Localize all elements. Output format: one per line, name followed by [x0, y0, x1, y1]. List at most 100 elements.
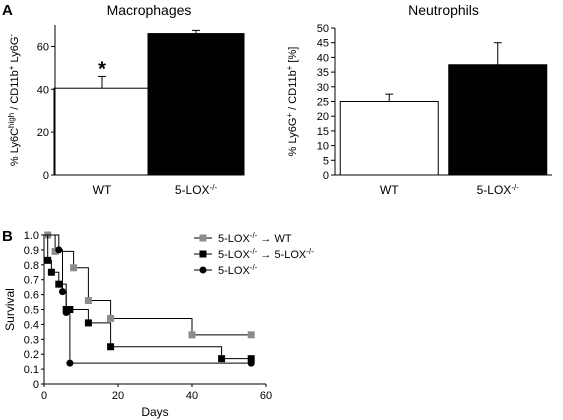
x-tick-label: 60	[260, 390, 272, 402]
legend-entry-part: -/-	[250, 263, 258, 272]
legend-entry-part: 5-LOX	[218, 233, 250, 245]
legend-entry: 5-LOX-/- → WT	[218, 231, 292, 246]
y-tick-label: 5	[323, 155, 329, 167]
y-tick-label: 0.6	[24, 290, 39, 302]
legend-marker	[199, 266, 207, 274]
bar-5-lox	[147, 33, 245, 176]
legend-entry-part: → WT	[257, 233, 291, 245]
neutrophils-bar-chart: Neutrophils% Ly6G+ / CD11b+ [%]WT 5-LOX-/…	[285, 2, 552, 198]
series-point-2	[59, 288, 66, 296]
y-tick-label: 35	[317, 67, 329, 79]
category-label: 5-LOX-/-	[477, 183, 520, 198]
series-point-2	[55, 246, 63, 254]
bar-wt	[339, 101, 439, 176]
legend-entry-part: -/-	[250, 247, 258, 256]
y-tick-label: 0.2	[24, 349, 39, 361]
legend-marker	[199, 234, 207, 242]
y-tick-label: 0.9	[24, 245, 39, 257]
category-label-text: WT	[93, 183, 112, 197]
series-point-1	[44, 256, 52, 264]
y-tick-label: 45	[317, 38, 329, 50]
y-tick-label: 50	[317, 23, 329, 35]
series-point-1	[84, 319, 92, 327]
series-point-2	[66, 359, 74, 367]
panel-a-letter: A	[2, 2, 13, 19]
y-axis-label: % Ly6G+ / CD11b+ [%]	[285, 47, 300, 157]
y-tick-label: 60	[37, 41, 49, 53]
y-tick-label: 1.0	[24, 230, 39, 242]
y-axis-label-part: high	[7, 113, 16, 128]
y-tick-label: 0.3	[24, 334, 39, 346]
series-point-1	[47, 268, 55, 276]
category-label-text: 5-LOX	[175, 183, 210, 197]
y-axis-label-part: [%]	[287, 47, 299, 66]
y-tick-label: 0.1	[24, 364, 39, 376]
y-axis-label-part: / CD11b	[9, 70, 21, 113]
series-point-1	[66, 306, 74, 313]
y-axis-label-part: % Ly6G	[287, 118, 299, 157]
series-point-0	[84, 297, 92, 305]
panel-b-letter: B	[2, 228, 13, 245]
chart-title: Neutrophils	[408, 2, 479, 18]
series-point-0	[188, 331, 196, 339]
series-point-1	[107, 343, 115, 351]
y-tick-label: 40	[37, 84, 49, 96]
legend-entry: 5-LOX-/-	[218, 263, 258, 278]
y-tick-label: 30	[317, 82, 329, 94]
y-axis-label-part: Ly6G	[9, 37, 21, 66]
series-point-1	[55, 280, 63, 288]
y-axis-label-part: % Ly6C	[9, 128, 21, 166]
y-tick-label: 25	[317, 97, 329, 109]
legend-entry-part: 5-LOX	[218, 249, 250, 261]
legend-entry-part: → 5-LOX	[257, 249, 307, 261]
y-tick-label: 20	[37, 127, 49, 139]
y-axis-label-part: +	[7, 65, 16, 70]
category-label-text: WT	[380, 183, 399, 197]
series-point-0	[107, 314, 115, 322]
x-axis-label: Days	[141, 405, 168, 419]
legend-entry: 5-LOX-/- → 5-LOX-/-	[218, 247, 314, 262]
survival-curve-chart: 0 0.1 0.2 0.3 0.4 0.5 0.6 0.7 0.8 0.9 1.0 0 20 40 60 Da…	[3, 230, 314, 419]
y-tick-label: 10	[317, 141, 329, 153]
y-axis-label: % Ly6Chigh / CD11b+ Ly6G-	[7, 34, 22, 166]
category-label-text: 5-LOX	[477, 183, 512, 197]
category-label: WT	[380, 183, 399, 197]
legend-entry-part: -/-	[306, 247, 314, 256]
y-axis-label-part: / CD11b	[287, 70, 299, 113]
x-tick-label: 0	[41, 390, 47, 402]
series-point-0	[247, 331, 255, 339]
y-tick-label: 0.7	[24, 275, 39, 287]
chart-title: Macrophages	[107, 2, 192, 18]
macrophages-bar-chart: Macrophages % Ly6Chigh / CD11b+ Ly6G- WT 5-…	[7, 2, 245, 197]
category-label: 5-LOX-/-	[175, 183, 218, 198]
significance-star: *	[98, 58, 106, 80]
category-label: WT	[93, 183, 112, 197]
legend-entry-part: -/-	[250, 231, 258, 240]
y-tick-label: 0	[323, 170, 329, 182]
y-tick-label: 40	[317, 52, 329, 64]
y-axis-label-part: -	[7, 34, 16, 37]
y-tick-label: 0	[43, 170, 49, 182]
y-axis-label-part: +	[285, 65, 294, 70]
series-point-2	[247, 359, 255, 367]
bar-wt	[53, 87, 151, 176]
y-tick-label: 0	[33, 379, 39, 391]
y-tick-label: 0.5	[24, 305, 39, 317]
y-tick-label: 0.8	[24, 260, 39, 272]
series-point-1	[218, 355, 226, 363]
y-tick-label: 15	[317, 126, 329, 138]
y-axis-label-part: +	[285, 113, 294, 118]
series-point-0	[70, 264, 78, 272]
category-label-sup: -/-	[511, 183, 519, 192]
category-label-sup: -/-	[210, 183, 218, 192]
series-point-2	[62, 308, 70, 316]
y-axis-label: Survival	[3, 288, 17, 331]
x-tick-label: 20	[112, 390, 124, 402]
series-point-1	[247, 355, 255, 363]
y-tick-label: 0.4	[24, 319, 39, 331]
y-tick-label: 20	[317, 111, 329, 123]
legend-entry-part: 5-LOX	[218, 265, 250, 277]
legend-marker	[199, 250, 207, 258]
bar-5-lox	[448, 64, 548, 176]
